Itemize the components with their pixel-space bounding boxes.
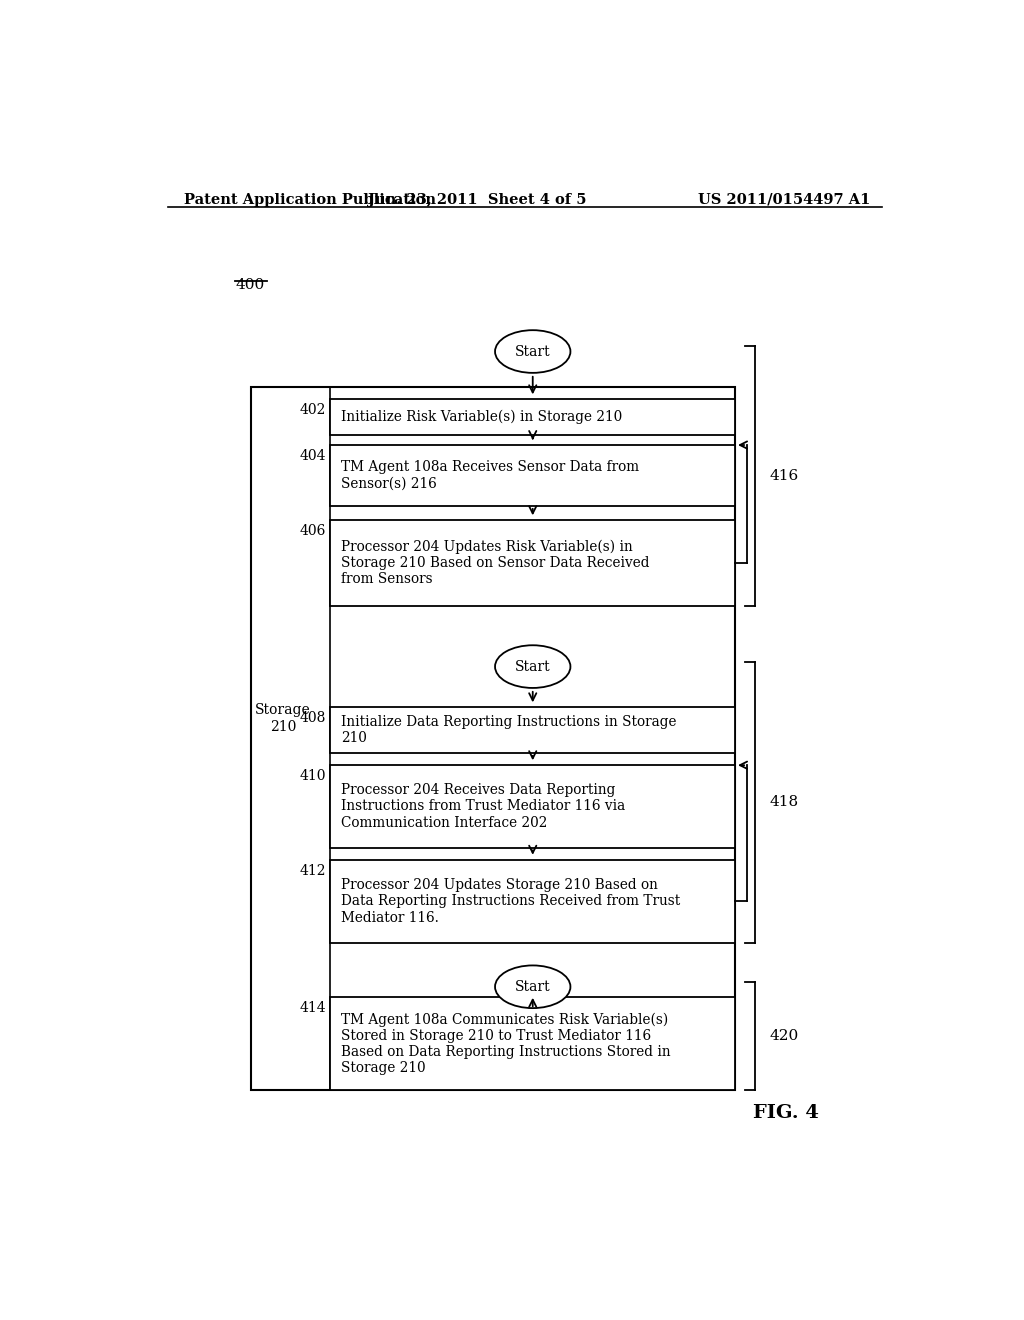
FancyBboxPatch shape <box>331 520 735 606</box>
Text: 416: 416 <box>769 469 799 483</box>
Text: Processor 204 Updates Storage 210 Based on
Data Reporting Instructions Received : Processor 204 Updates Storage 210 Based … <box>341 878 680 924</box>
Text: Initialize Risk Variable(s) in Storage 210: Initialize Risk Variable(s) in Storage 2… <box>341 411 622 424</box>
Text: Processor 204 Updates Risk Variable(s) in
Storage 210 Based on Sensor Data Recei: Processor 204 Updates Risk Variable(s) i… <box>341 540 649 586</box>
Text: TM Agent 108a Receives Sensor Data from
Sensor(s) 216: TM Agent 108a Receives Sensor Data from … <box>341 461 639 491</box>
Text: 406: 406 <box>300 524 327 539</box>
Ellipse shape <box>495 965 570 1008</box>
Text: 404: 404 <box>300 449 327 463</box>
Text: Start: Start <box>515 979 551 994</box>
FancyBboxPatch shape <box>331 399 735 434</box>
Text: 402: 402 <box>300 404 327 417</box>
FancyBboxPatch shape <box>331 766 735 847</box>
Text: 420: 420 <box>769 1030 799 1043</box>
Text: 412: 412 <box>300 863 327 878</box>
FancyBboxPatch shape <box>331 997 735 1090</box>
Ellipse shape <box>495 330 570 372</box>
Text: Start: Start <box>515 660 551 673</box>
FancyBboxPatch shape <box>331 445 735 506</box>
Text: Storage
210: Storage 210 <box>255 704 310 734</box>
Text: Jun. 23, 2011  Sheet 4 of 5: Jun. 23, 2011 Sheet 4 of 5 <box>368 193 587 207</box>
Ellipse shape <box>495 645 570 688</box>
Text: TM Agent 108a Communicates Risk Variable(s)
Stored in Storage 210 to Trust Media: TM Agent 108a Communicates Risk Variable… <box>341 1012 671 1076</box>
Text: Processor 204 Receives Data Reporting
Instructions from Trust Mediator 116 via
C: Processor 204 Receives Data Reporting In… <box>341 783 625 829</box>
Text: 414: 414 <box>300 1001 327 1015</box>
Text: US 2011/0154497 A1: US 2011/0154497 A1 <box>697 193 870 207</box>
Text: Start: Start <box>515 345 551 359</box>
Text: FIG. 4: FIG. 4 <box>753 1104 818 1122</box>
FancyBboxPatch shape <box>251 387 735 1090</box>
Text: Patent Application Publication: Patent Application Publication <box>183 193 435 207</box>
Text: 410: 410 <box>300 770 327 783</box>
FancyBboxPatch shape <box>331 708 735 752</box>
FancyBboxPatch shape <box>331 859 735 942</box>
Text: Initialize Data Reporting Instructions in Storage
210: Initialize Data Reporting Instructions i… <box>341 715 676 746</box>
Text: 418: 418 <box>769 795 799 809</box>
Text: 400: 400 <box>236 279 264 292</box>
Text: 408: 408 <box>300 711 327 725</box>
